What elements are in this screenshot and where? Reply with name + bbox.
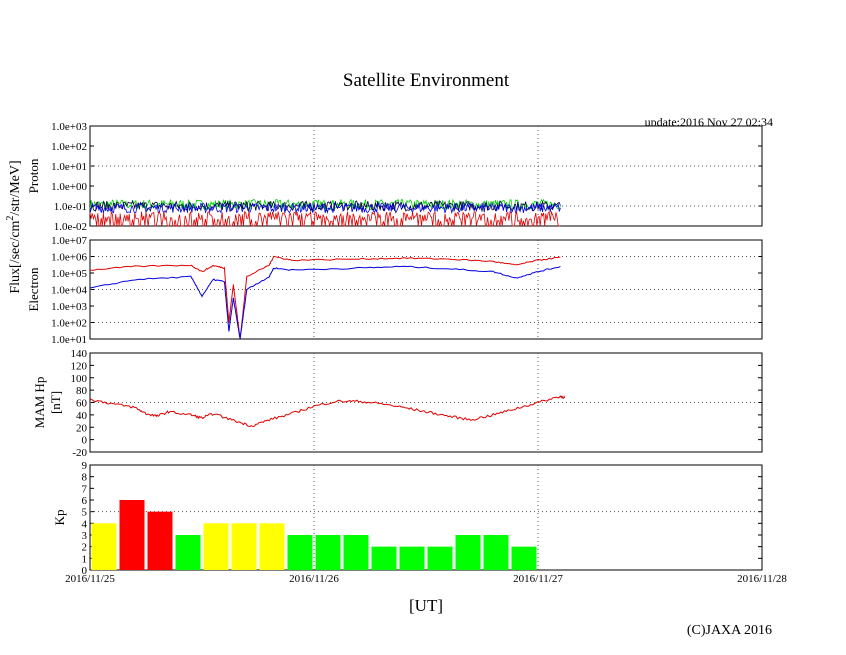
copyright: (C)JAXA 2016 bbox=[687, 623, 772, 638]
y-tick-label: 1.0e+07 bbox=[51, 235, 87, 247]
y-tick-label: -20 bbox=[72, 447, 87, 459]
series-line-proton-2 bbox=[89, 200, 561, 213]
y-tick-label: 6 bbox=[82, 495, 88, 507]
flux-axis-label: Flux[/sec/cm2/str/MeV] bbox=[5, 160, 23, 293]
series-line-hp bbox=[89, 394, 566, 428]
kp-bar bbox=[483, 535, 509, 570]
y-tick-label: 1.0e+02 bbox=[51, 141, 87, 153]
series-line-proton-1 bbox=[89, 198, 561, 211]
y-tick-label: 4 bbox=[82, 518, 88, 530]
panel-proton: 1.0e-02 1.0e-01 1.0e+00 1.0e+01 1.0e+02 1.0e+… bbox=[26, 121, 763, 233]
x-axis-label: [UT] bbox=[409, 596, 443, 615]
y-tick-label: 0 bbox=[82, 435, 88, 447]
kp-bar bbox=[455, 535, 481, 570]
x-tick-label: 2016/11/25 bbox=[65, 573, 115, 585]
y-axis-label: MAM Hp bbox=[32, 377, 47, 429]
y-tick-label: 1.0e+02 bbox=[51, 318, 87, 330]
y-tick-label: 80 bbox=[76, 385, 88, 397]
series-line-proton-4 bbox=[89, 210, 561, 227]
y-tick-label: 1 bbox=[82, 553, 88, 565]
y-tick-label: 1.0e+01 bbox=[51, 334, 87, 346]
kp-bar bbox=[147, 511, 173, 570]
y-tick-label: 1.0e+03 bbox=[51, 121, 87, 133]
y-tick-label: 8 bbox=[82, 472, 88, 484]
y-tick-label: 1.0e+05 bbox=[51, 268, 87, 280]
y-axis-label: Kp bbox=[52, 510, 67, 526]
series-line-electron-low bbox=[89, 265, 561, 339]
series-line-electron-high bbox=[89, 255, 561, 339]
y-tick-label: 1.0e+01 bbox=[51, 161, 87, 173]
y-tick-label: 9 bbox=[82, 460, 88, 472]
y-tick-label: 1.0e+04 bbox=[51, 285, 87, 297]
y-tick-label: 1.0e-02 bbox=[54, 221, 87, 233]
kp-bar bbox=[91, 523, 117, 570]
kp-bar bbox=[287, 535, 313, 570]
y-tick-label: 7 bbox=[82, 483, 88, 495]
y-axis-label: Electron bbox=[26, 267, 41, 312]
y-tick-label: 3 bbox=[82, 530, 88, 542]
x-tick-label: 2016/11/26 bbox=[289, 573, 339, 585]
kp-bar bbox=[175, 535, 201, 570]
kp-bar bbox=[259, 523, 285, 570]
chart-title: Satellite Environment bbox=[343, 70, 510, 91]
y-tick-label: 1.0e-01 bbox=[54, 201, 87, 213]
y-tick-label: 1.0e+00 bbox=[51, 181, 87, 193]
y-tick-label: 2 bbox=[82, 542, 88, 554]
flux-label-tail: /str/MeV] bbox=[8, 160, 23, 215]
kp-bar bbox=[371, 546, 397, 570]
y-tick-label: 100 bbox=[71, 373, 88, 385]
kp-bar bbox=[119, 500, 145, 570]
y-tick-label: 40 bbox=[76, 410, 88, 422]
kp-bar bbox=[343, 535, 369, 570]
kp-bar bbox=[231, 523, 257, 570]
kp-bar bbox=[399, 546, 425, 570]
kp-bar bbox=[203, 523, 229, 570]
y-tick-label: 1.0e+03 bbox=[51, 301, 87, 313]
y-tick-label: 1.0e+06 bbox=[51, 252, 87, 264]
panel-electron: 1.0e+01 1.0e+02 1.0e+03 1.0e+04 1.0e+05 1.0e+… bbox=[26, 235, 763, 346]
x-tick-label: 2016/11/27 bbox=[513, 573, 563, 585]
x-tick-label: 2016/11/28 bbox=[737, 573, 787, 585]
series-line-proton-3 bbox=[89, 201, 561, 215]
panel-frame bbox=[89, 125, 763, 227]
y-tick-label: 5 bbox=[82, 507, 88, 519]
y-tick-label: 120 bbox=[71, 360, 88, 372]
y-tick-label: 20 bbox=[76, 422, 88, 434]
kp-bar bbox=[427, 546, 453, 570]
y-tick-label: 60 bbox=[76, 398, 88, 410]
panels: 1.0e-021.0e-011.0e+001.0e+011.0e+021.0e+… bbox=[26, 121, 787, 585]
y-tick-label: 140 bbox=[71, 348, 88, 360]
kp-bar bbox=[511, 546, 537, 570]
y-axis-label: Proton bbox=[26, 158, 41, 193]
kp-bar bbox=[315, 535, 341, 570]
panel-frame bbox=[89, 464, 763, 571]
y-axis-unit: [nT] bbox=[48, 391, 63, 414]
flux-label-sup: 2 bbox=[5, 216, 16, 221]
y-tick-label: 0 bbox=[82, 565, 88, 577]
flux-label-main: Flux[/sec/cm bbox=[8, 220, 23, 293]
